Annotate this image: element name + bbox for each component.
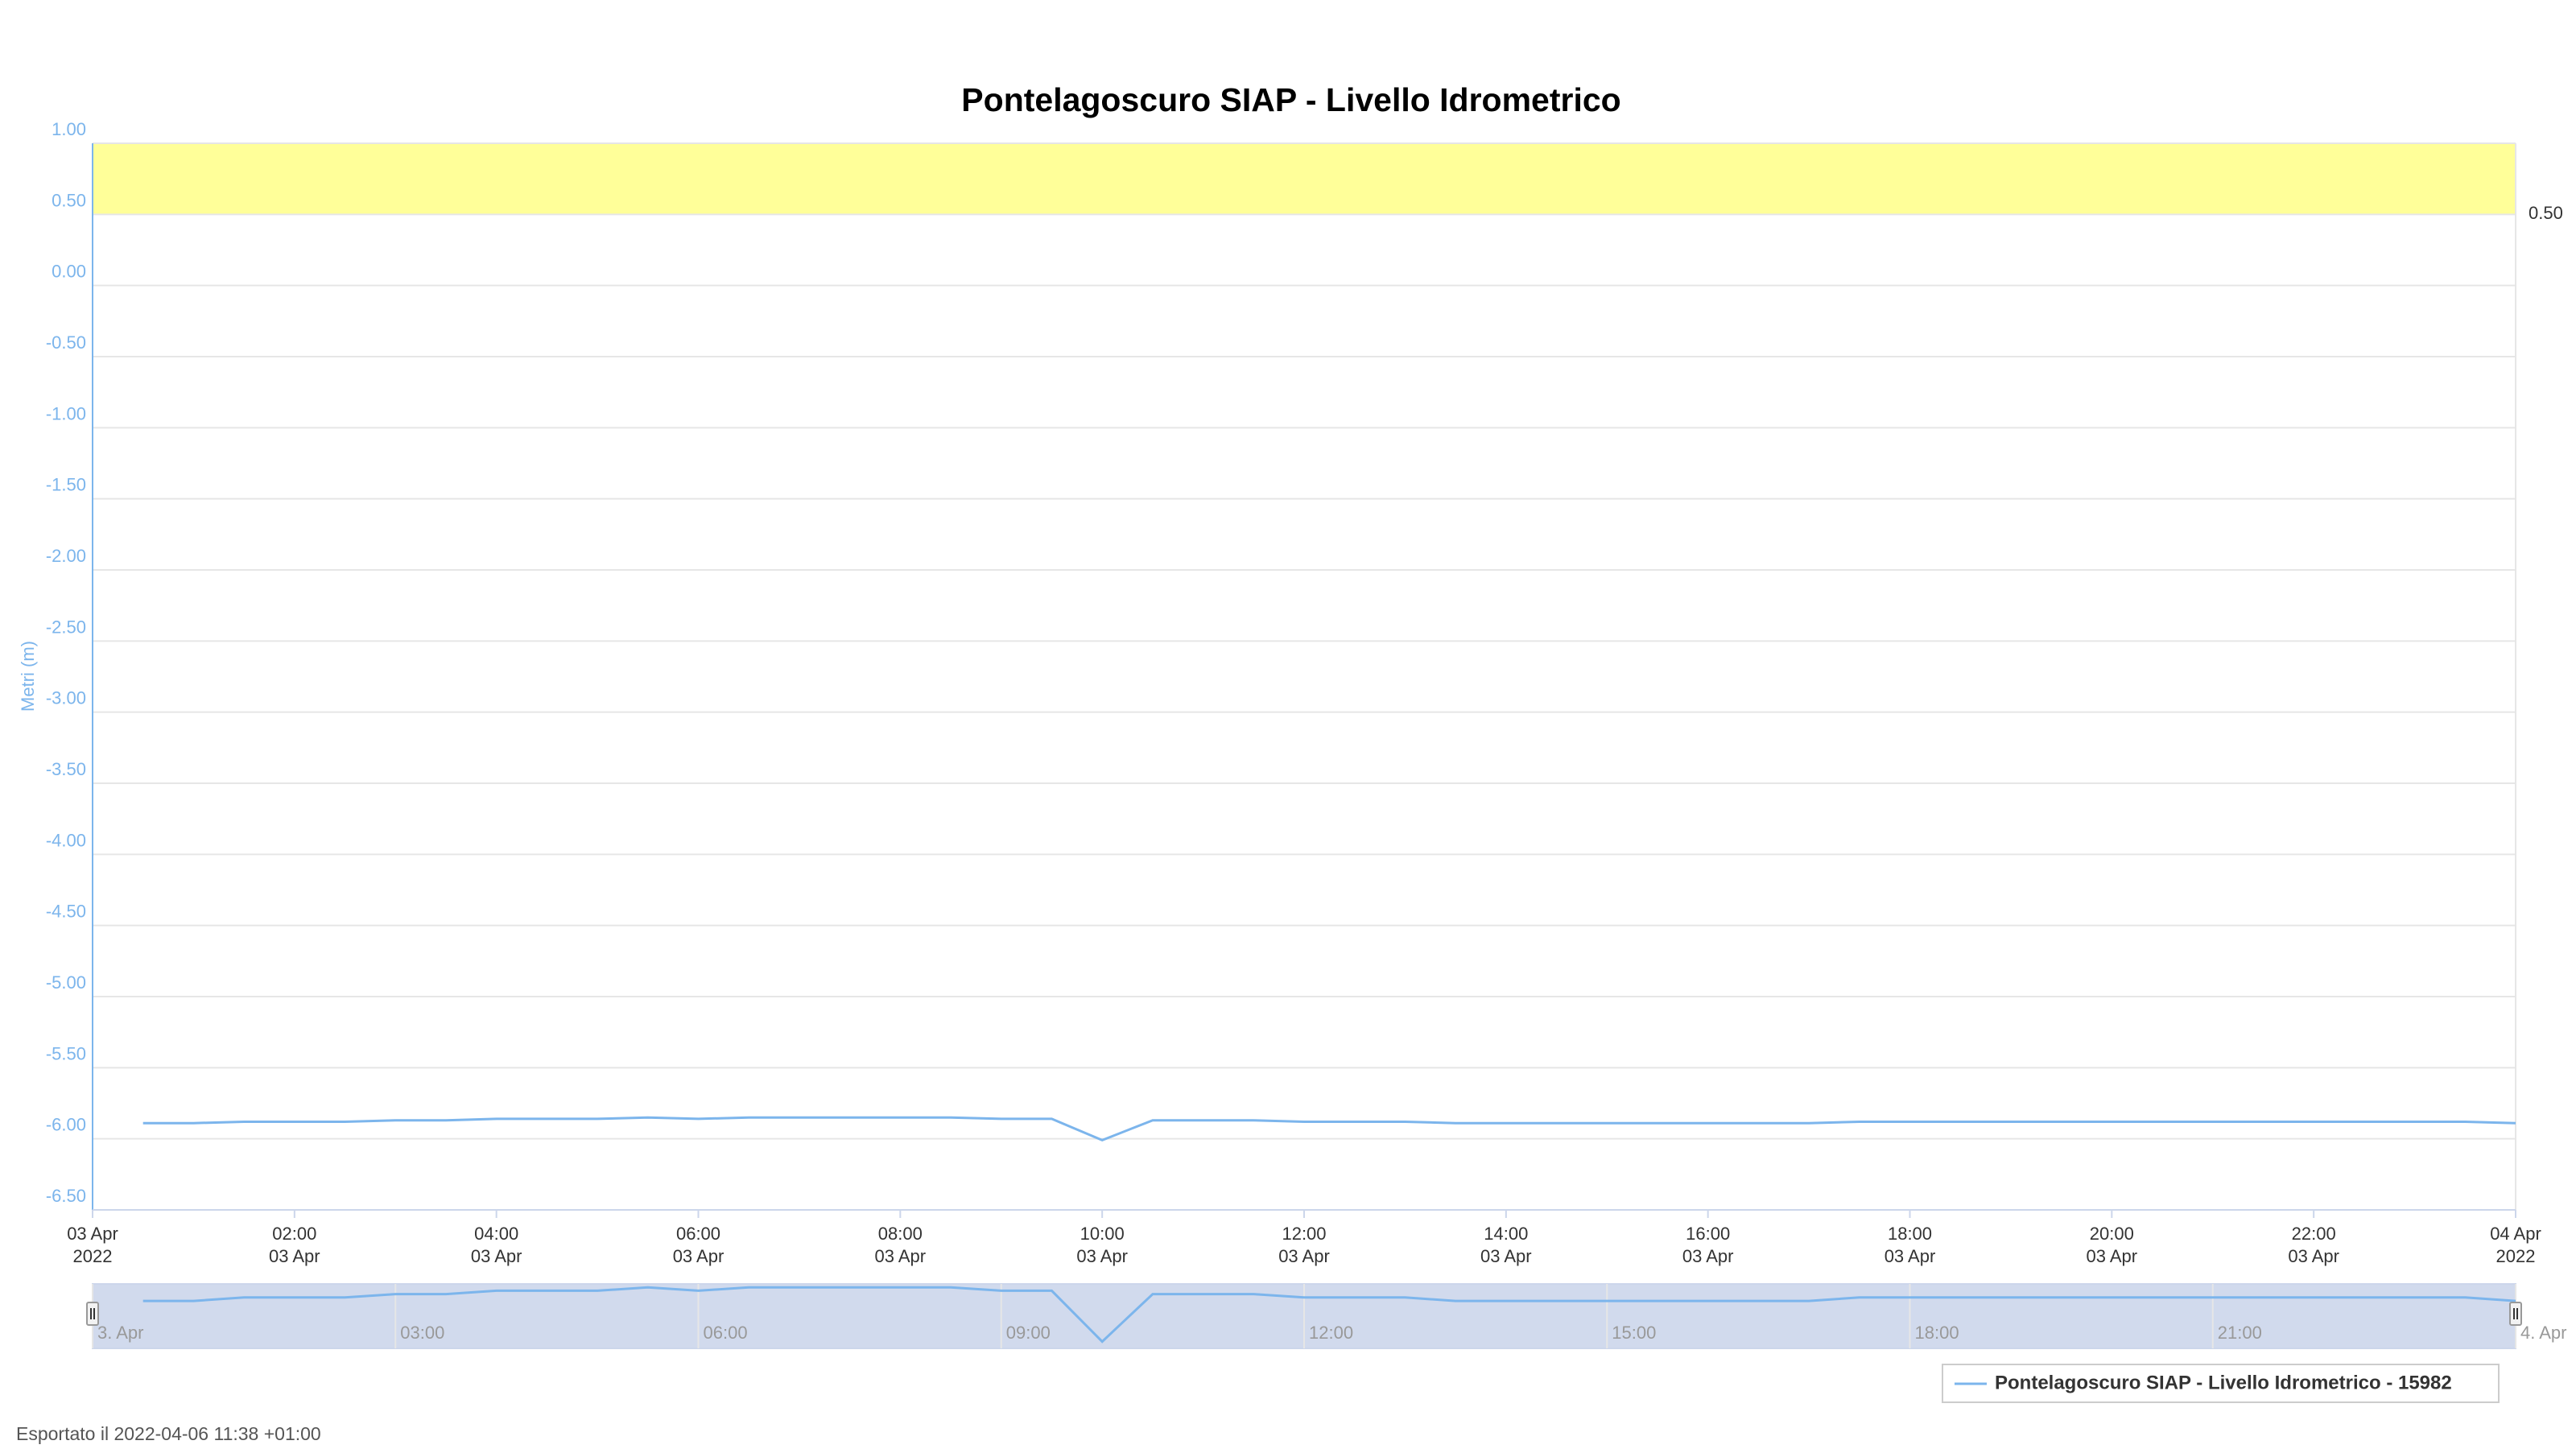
- x-tick-label: 14:00: [1484, 1224, 1528, 1244]
- legend-label: Pontelagoscuro SIAP - Livello Idrometric…: [1995, 1372, 2452, 1393]
- x-tick-label: 08:00: [878, 1224, 923, 1244]
- navigator-tick-label: 21:00: [2218, 1323, 2262, 1343]
- x-tick-label: 03 Apr: [2288, 1246, 2339, 1266]
- navigator-handle: [86, 1302, 99, 1326]
- navigator-tick-label: 18:00: [1915, 1323, 1959, 1343]
- navigator-line: [142, 1286, 2516, 1344]
- x-tick-label: 03 Apr: [471, 1246, 522, 1266]
- y-axis-title: Metri (m): [18, 641, 38, 712]
- x-tick-label: 02:00: [272, 1224, 316, 1244]
- chart-title: Pontelagoscuro SIAP - Livello Idrometric…: [961, 81, 1620, 118]
- x-tick-label: 03 Apr: [1682, 1246, 1734, 1266]
- y-tick-label: 0.00: [52, 262, 86, 282]
- x-tick-label: 16:00: [1686, 1224, 1730, 1244]
- x-tick-label: 20:00: [2090, 1224, 2134, 1244]
- x-tick-label: 04:00: [474, 1224, 518, 1244]
- x-tick-label: 10:00: [1080, 1224, 1125, 1244]
- x-tick-label: 04 Apr: [2490, 1224, 2541, 1244]
- y-tick-label: -1.00: [46, 403, 86, 423]
- x-tick-label: 03 Apr: [1480, 1246, 1532, 1266]
- navigator-tick-label: 4. Apr: [2520, 1323, 2566, 1343]
- footer: Esportato il 2022-04-06 11:38 +01:00: [16, 1423, 321, 1444]
- y-tick-label: -5.00: [46, 972, 86, 993]
- x-tick-label: 2022: [2496, 1246, 2536, 1266]
- x-tick-label: 03 Apr: [875, 1246, 927, 1266]
- plot-band-label: 0.50: [2529, 203, 2563, 223]
- navigator-tick-label: 15:00: [1612, 1323, 1656, 1343]
- y-tick-label: -0.50: [46, 332, 86, 353]
- x-tick-label: 2022: [73, 1246, 113, 1266]
- x-tick-label: 12:00: [1282, 1224, 1326, 1244]
- x-tick-label: 03 Apr: [2087, 1246, 2138, 1266]
- y-tick-label: -6.50: [46, 1186, 86, 1206]
- y-tick-label: -3.50: [46, 759, 86, 779]
- x-tick-label: 03 Apr: [67, 1224, 118, 1244]
- navigator-tick-label: 03:00: [400, 1323, 444, 1343]
- x-tick-label: 03 Apr: [1885, 1246, 1936, 1266]
- y-tick-label: -4.50: [46, 902, 86, 922]
- x-tick-label: 03 Apr: [1278, 1246, 1330, 1266]
- x-tick-label: 06:00: [676, 1224, 720, 1244]
- y-tick-label: -6.00: [46, 1115, 86, 1135]
- x-tick-label: 18:00: [1888, 1224, 1932, 1244]
- navigator-tick-label: 12:00: [1309, 1323, 1353, 1343]
- y-tick-label: 0.50: [52, 190, 86, 210]
- x-tick-label: 22:00: [2292, 1224, 2336, 1244]
- y-tick-label: -1.50: [46, 475, 86, 495]
- legend-box: [1942, 1364, 2500, 1403]
- plot-band: [93, 143, 2516, 215]
- y-tick-label: 1.00: [52, 119, 86, 139]
- x-tick-label: 03 Apr: [269, 1246, 320, 1266]
- series-line: [142, 1116, 2516, 1142]
- y-tick-label: -5.50: [46, 1043, 86, 1063]
- navigator-tick-label: 09:00: [1006, 1323, 1051, 1343]
- x-tick-label: 03 Apr: [673, 1246, 724, 1266]
- navigator-tick-label: 3. Apr: [97, 1323, 143, 1343]
- navigator-handle: [2509, 1302, 2522, 1326]
- y-tick-label: -3.00: [46, 688, 86, 708]
- y-tick-label: -4.00: [46, 830, 86, 850]
- x-tick-label: 03 Apr: [1076, 1246, 1128, 1266]
- y-tick-label: -2.50: [46, 617, 86, 637]
- navigator-tick-label: 06:00: [704, 1323, 748, 1343]
- y-tick-label: -2.00: [46, 546, 86, 566]
